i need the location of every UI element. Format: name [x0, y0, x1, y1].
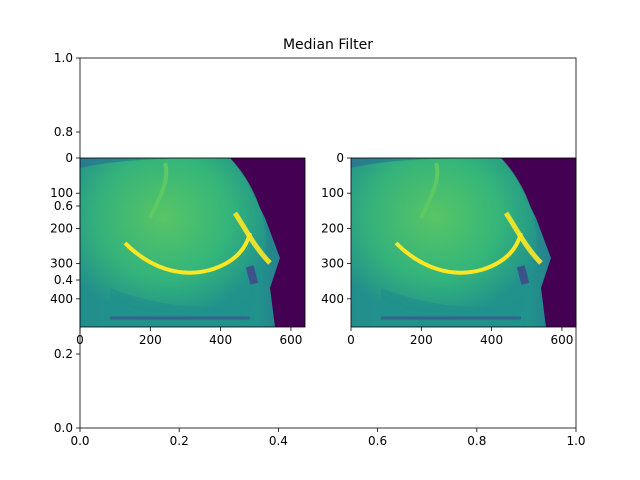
heatmap-strap — [516, 265, 530, 285]
image-y-tick-label: 300 — [321, 257, 344, 271]
image-x-tick-label: 600 — [279, 333, 302, 347]
outer-x-ticks: 0.0 0.2 0.4 0.6 0.8 1.0 — [70, 428, 586, 448]
heatmap-edge-bright — [232, 211, 272, 265]
right-heatmap — [351, 158, 576, 327]
outer-x-tick-label: 0.6 — [368, 434, 387, 448]
left-image-frame — [79, 157, 306, 328]
left-image-panel: 0 200 400 600 0 100 200 300 400 — [50, 151, 306, 347]
image-y-tick-label: 100 — [321, 186, 344, 200]
heatmap-contour-bright — [123, 232, 252, 275]
heatmap-edge-bright — [503, 211, 543, 265]
outer-x-tick-label: 0.8 — [467, 434, 486, 448]
image-x-tick-label: 0 — [76, 333, 84, 347]
outer-axes: Median Filter 0.0 0.2 0.4 0.6 0.8 1.0 0.00.20… — [54, 37, 586, 448]
outer-y-tick-label: 1.0 — [54, 51, 73, 65]
heatmap-dark-region — [501, 158, 576, 327]
heatmap-ridge — [419, 162, 440, 219]
image-y-tick-label: 100 — [50, 186, 73, 200]
image-y-tick-label: 0 — [65, 151, 73, 165]
outer-y-tick-label: 0.4 — [54, 273, 73, 287]
image-y-tick-label: 400 — [50, 292, 73, 306]
image-y-tick-label: 300 — [50, 257, 73, 271]
image-x-tick-label: 200 — [139, 333, 162, 347]
outer-y-tick-label: 0.0 — [54, 421, 73, 435]
image-x-tick-label: 400 — [480, 333, 503, 347]
heatmap-strap — [245, 265, 259, 285]
outer-y-tick-label: 0.6 — [54, 199, 73, 213]
outer-y-tick-label: 0.8 — [54, 125, 73, 139]
outer-x-tick-label: 1.0 — [566, 434, 585, 448]
outer-y-tick-label: 0.2 — [54, 347, 73, 361]
figure-title: Median Filter — [283, 37, 373, 53]
right-y-ticks: 0 100 200 300 400 — [321, 151, 351, 306]
heatmap-dark-region — [230, 158, 305, 327]
image-y-tick-label: 200 — [50, 221, 73, 235]
left-x-ticks: 0 200 400 600 — [76, 327, 302, 347]
heatmap-contour-bright — [394, 232, 523, 275]
right-x-ticks: 0 200 400 600 — [347, 327, 573, 347]
outer-x-tick-label: 0.2 — [170, 434, 189, 448]
right-image-frame — [350, 157, 577, 328]
image-x-tick-label: 600 — [550, 333, 573, 347]
image-y-tick-label: 0 — [336, 151, 344, 165]
image-x-tick-label: 200 — [410, 333, 433, 347]
outer-x-tick-label: 0.0 — [70, 434, 89, 448]
right-image-panel: 0 200 400 600 0 100 200 300 400 — [321, 151, 577, 347]
outer-x-tick-label: 0.4 — [269, 434, 288, 448]
outer-y-ticks: 0.0 0.2 0.4 0.6 0.8 1.0 — [54, 51, 80, 435]
image-x-tick-label: 0 — [347, 333, 355, 347]
image-y-tick-label: 400 — [321, 292, 344, 306]
left-y-ticks: 0 100 200 300 400 — [50, 151, 80, 306]
heatmap-body — [80, 158, 266, 327]
image-y-tick-label: 200 — [321, 221, 344, 235]
left-heatmap — [80, 158, 305, 327]
heatmap-ridge — [148, 162, 169, 219]
heatmap-body — [351, 158, 537, 327]
image-x-tick-label: 400 — [209, 333, 232, 347]
